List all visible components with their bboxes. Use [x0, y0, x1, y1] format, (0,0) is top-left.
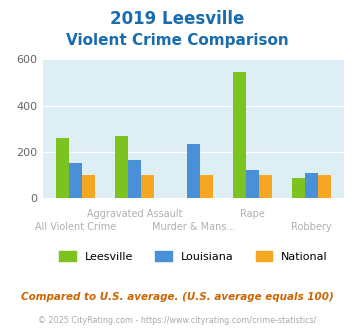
Bar [305, 173, 318, 198]
Text: Murder & Mans...: Murder & Mans... [152, 221, 235, 232]
Text: © 2025 CityRating.com - https://www.cityrating.com/crime-statistics/: © 2025 CityRating.com - https://www.city… [38, 316, 317, 325]
Bar [318, 175, 331, 198]
Bar [82, 175, 95, 198]
Bar [56, 138, 69, 198]
Text: Robbery: Robbery [291, 221, 332, 232]
Bar [128, 160, 141, 198]
Text: Aggravated Assault: Aggravated Assault [87, 209, 182, 219]
Text: 2019 Leesville: 2019 Leesville [110, 10, 245, 28]
Bar [69, 163, 82, 198]
Bar [187, 145, 200, 198]
Bar [233, 72, 246, 198]
Text: Compared to U.S. average. (U.S. average equals 100): Compared to U.S. average. (U.S. average … [21, 292, 334, 302]
Bar [246, 170, 259, 198]
Bar [115, 136, 128, 198]
Text: Violent Crime Comparison: Violent Crime Comparison [66, 33, 289, 48]
Bar [200, 175, 213, 198]
Legend: Leesville, Louisiana, National: Leesville, Louisiana, National [59, 251, 328, 262]
Bar [141, 175, 154, 198]
Bar [259, 175, 272, 198]
Text: Rape: Rape [240, 209, 265, 219]
Bar [292, 178, 305, 198]
Text: All Violent Crime: All Violent Crime [35, 221, 116, 232]
